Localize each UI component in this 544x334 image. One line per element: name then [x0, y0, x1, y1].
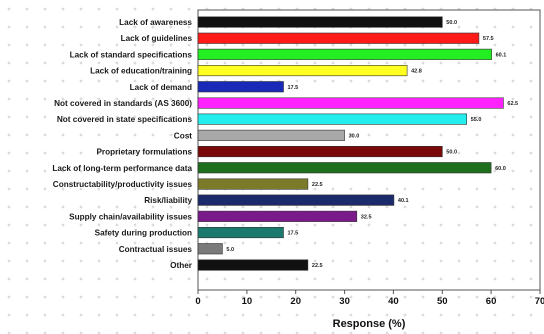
- bar-not-covered-in-state-specifications: [197, 113, 468, 125]
- bar-lack-of-demand: [197, 81, 284, 93]
- bar-risk-liability: [197, 194, 395, 206]
- value-label-not-covered-in-state-specifications: 55.0: [471, 117, 482, 123]
- category-label-contractual-issues: Contractual issues: [119, 245, 193, 254]
- category-label-lack-of-long-term-performance-data: Lack of long-term performance data: [52, 164, 192, 173]
- category-label-lack-of-guidelines: Lack of guidelines: [121, 34, 193, 43]
- bar-cost: [197, 129, 345, 141]
- x-tick-label-10: 10: [242, 296, 253, 307]
- category-label-lack-of-awareness: Lack of awareness: [119, 18, 192, 27]
- category-label-cost: Cost: [174, 131, 192, 140]
- category-label-lack-of-demand: Lack of demand: [130, 83, 192, 92]
- value-label-safety-during-production: 17.5: [288, 231, 299, 237]
- value-label-contractual-issues: 5.0: [226, 247, 234, 253]
- category-label-not-covered-in-standards-as-3600: Not covered in standards (AS 3600): [54, 99, 192, 108]
- bar-lack-of-education-training: [197, 65, 408, 77]
- x-tick-label-40: 40: [388, 296, 399, 307]
- category-label-proprietary-formulations: Proprietary formulations: [96, 148, 192, 157]
- value-label-other: 22.5: [312, 263, 323, 269]
- category-label-lack-of-education-training: Lack of education/training: [90, 67, 192, 76]
- category-label-not-covered-in-state-specifications: Not covered in state specifications: [57, 115, 193, 124]
- bar-supply-chain-availability-issues: [197, 210, 358, 222]
- bar-proprietary-formulations: [197, 146, 443, 158]
- bar-other: [197, 259, 309, 271]
- value-label-lack-of-education-training: 42.8: [411, 69, 422, 75]
- value-label-lack-of-guidelines: 57.5: [483, 36, 494, 42]
- x-axis-title: Response (%): [333, 318, 406, 330]
- value-label-lack-of-long-term-performance-data: 60.0: [495, 166, 506, 172]
- value-label-constructability-productivity-issues: 22.5: [312, 182, 323, 188]
- x-tick-label-60: 60: [486, 296, 497, 307]
- value-label-lack-of-awareness: 50.0: [446, 20, 457, 26]
- value-labels: 50.0 57.5 60.1 42.8 17.5 62.5 55.0 30.0 50.0 60.0…: [226, 20, 518, 269]
- category-label-lack-of-standard-specifications: Lack of standard specifications: [70, 50, 193, 59]
- value-label-cost: 30.0: [349, 133, 360, 139]
- category-label-supply-chain-availability-issues: Supply chain/availability issues: [69, 212, 192, 221]
- category-label-safety-during-production: Safety during production: [95, 229, 192, 238]
- x-tick-label-50: 50: [437, 296, 448, 307]
- value-label-risk-liability: 40.1: [398, 198, 409, 204]
- x-tick-label-30: 30: [339, 296, 350, 307]
- bar-lack-of-standard-specifications: [197, 48, 492, 60]
- value-label-lack-of-demand: 17.5: [288, 85, 299, 91]
- bar-contractual-issues: [197, 243, 223, 255]
- bars-group: [197, 16, 504, 271]
- category-label-risk-liability: Risk/liability: [144, 196, 192, 205]
- value-label-lack-of-standard-specifications: 60.1: [496, 52, 507, 58]
- value-label-proprietary-formulations: 50.0: [446, 150, 457, 156]
- value-label-supply-chain-availability-issues: 32.5: [361, 214, 372, 220]
- bar-safety-during-production: [197, 227, 284, 239]
- bar-lack-of-awareness: [197, 16, 443, 28]
- x-tick-label-20: 20: [290, 296, 301, 307]
- bar-lack-of-guidelines: [197, 32, 480, 44]
- bar-lack-of-long-term-performance-data: [197, 162, 492, 174]
- x-tick-label-70: 70: [535, 296, 544, 307]
- category-label-constructability-productivity-issues: Constructability/productivity issues: [53, 180, 193, 189]
- category-label-other: Other: [170, 261, 193, 270]
- bar-not-covered-in-standards-as-3600: [197, 97, 504, 109]
- x-tick-label-0: 0: [195, 296, 200, 307]
- value-label-not-covered-in-standards-as-3600: 62.5: [507, 101, 518, 107]
- x-axis-ticks: 0 10 20 30 40 50 60 70: [195, 290, 544, 307]
- bar-constructability-productivity-issues: [197, 178, 309, 190]
- category-labels: Lack of awareness Lack of guidelines Lack …: [52, 18, 192, 270]
